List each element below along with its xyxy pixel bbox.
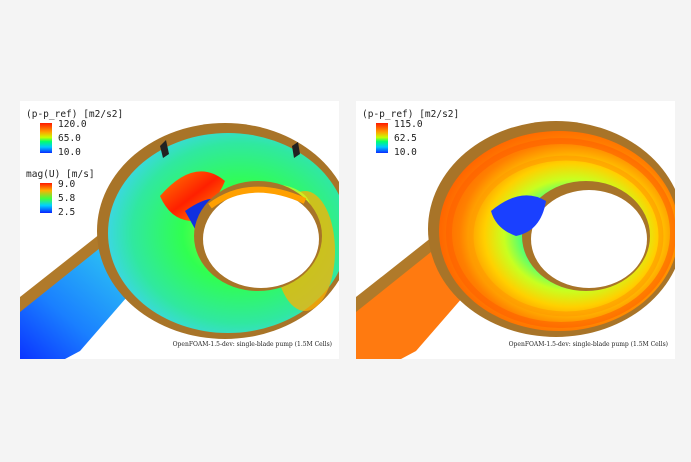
pressure-colorbar xyxy=(40,123,52,153)
pressure-colorbar xyxy=(376,123,388,153)
velocity-tick-max: 9.0 xyxy=(58,179,76,190)
velocity-colorbar xyxy=(40,183,52,213)
render-caption: OpenFOAM-1.5-dev: single-blade pump (1.5… xyxy=(508,341,668,348)
velocity-field-render: (p-p_ref) [m2/s2] 120.0 65.0 10.0 mag(U)… xyxy=(20,101,339,359)
pressure-field-render: (p-p_ref) [m2/s2] 115.0 62.5 10.0 OpenFO… xyxy=(356,101,675,359)
pressure-legend-title: (p-p_ref) [m2/s2] xyxy=(362,109,460,120)
velocity-tick-mid: 5.8 xyxy=(58,193,76,204)
pressure-tick-max: 115.0 xyxy=(394,119,423,130)
pressure-tick-max: 120.0 xyxy=(58,119,87,130)
pressure-legend-title: (p-p_ref) [m2/s2] xyxy=(26,109,124,120)
render-caption: OpenFOAM-1.5-dev: single-blade pump (1.5… xyxy=(172,341,332,348)
velocity-legend-title: mag(U) [m/s] xyxy=(26,169,95,180)
pump-pressure-image xyxy=(356,121,675,359)
pressure-tick-min: 10.0 xyxy=(394,147,417,158)
pressure-tick-mid: 62.5 xyxy=(394,133,417,144)
velocity-tick-min: 2.5 xyxy=(58,207,76,218)
pressure-tick-min: 10.0 xyxy=(58,147,81,158)
pump-velocity-image xyxy=(20,123,339,359)
pressure-tick-mid: 65.0 xyxy=(58,133,81,144)
